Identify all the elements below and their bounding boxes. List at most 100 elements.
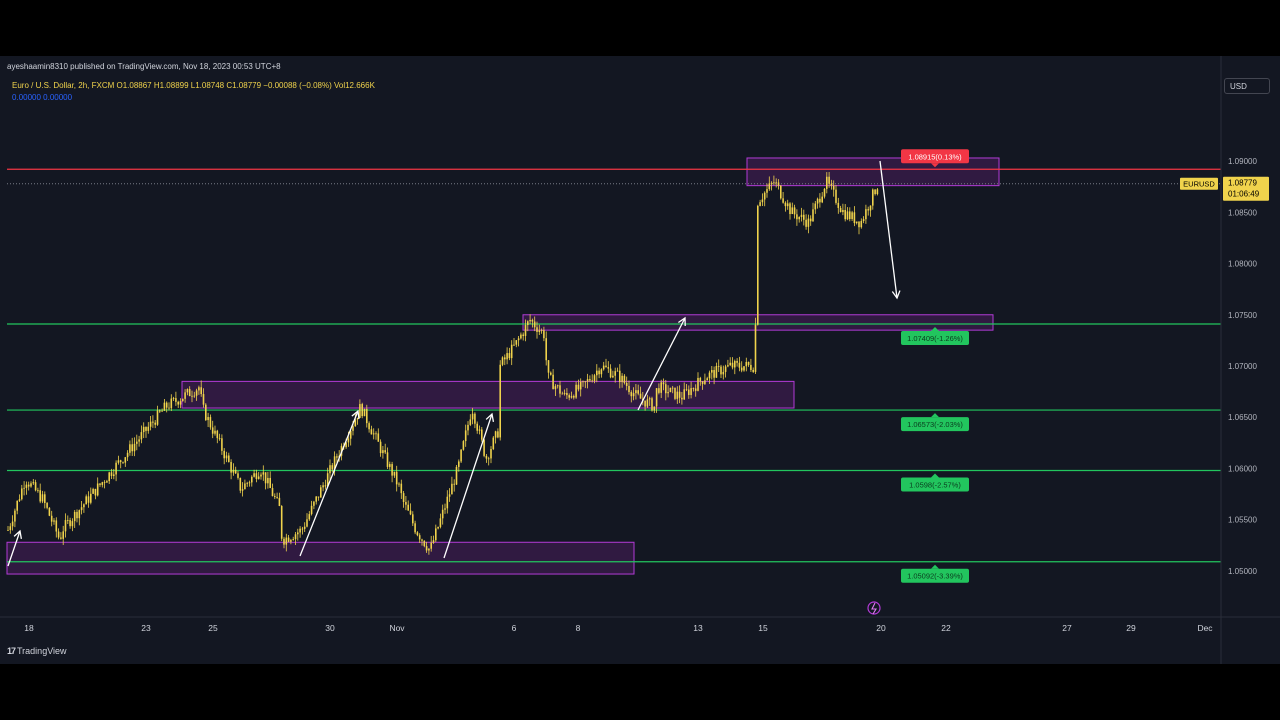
candle [529,314,531,325]
candle [458,459,460,472]
arrow-5-shaft[interactable] [879,160,898,299]
arrow-1-head [13,529,22,539]
candle [14,508,16,528]
candle [570,391,573,399]
candle [336,453,338,464]
candle [39,483,41,504]
arrow-2-shaft[interactable] [299,410,359,557]
price-chart[interactable]: 1.08915(0.13%) 1.07409(-1.26%) 1.06573(-2.… [0,56,1280,664]
candle [423,540,426,548]
candle [294,532,297,546]
candle [416,531,419,537]
candle [738,356,741,372]
candle [421,538,423,546]
candle [582,380,584,387]
arrow-4-shaft[interactable] [637,317,686,411]
candle [667,385,669,398]
candle [665,379,667,401]
candle [55,517,58,538]
candle [745,357,748,372]
candle [517,335,520,347]
symbol-tag: EURUSD [1183,180,1215,189]
candle [508,347,511,361]
candle [32,478,35,485]
candle [761,193,764,206]
candle [195,388,198,401]
candle [16,500,18,515]
candle [168,402,170,411]
tradingview-logo[interactable]: 17 TradingView [7,646,67,656]
bottom-zone-rect[interactable] [6,541,635,575]
candle [241,482,244,497]
candle [800,207,803,222]
candle [271,483,274,497]
candle [152,415,154,428]
candle [483,438,485,458]
candle [455,465,458,485]
price-axis-bg[interactable] [1221,56,1280,664]
arrow-3-head [485,412,495,422]
candle [803,209,805,226]
candle [729,357,731,367]
brand-label: TradingView [17,646,67,656]
candle [853,206,856,227]
candle [867,206,869,216]
candle [299,526,301,538]
candle [598,367,600,379]
candle [46,502,48,510]
candle [386,447,389,470]
candle [292,536,294,541]
candle [349,429,352,446]
candle [149,416,152,431]
candle [453,479,455,492]
candle [602,361,605,371]
candle [48,507,51,517]
candle [71,518,74,532]
candle [676,386,679,404]
candle [697,372,699,392]
candle [202,388,205,408]
candle [184,389,186,403]
candle [188,386,191,397]
arrow-4-head [678,316,686,327]
candle [30,481,32,488]
support-3-label-pointer [931,473,939,478]
candle [198,385,200,395]
candle [446,490,449,514]
candle [510,340,513,366]
candle [124,456,127,467]
candle [690,381,692,399]
candle [310,500,313,516]
lightning-icon[interactable] [867,601,881,615]
middle-zone-rect[interactable] [181,380,795,409]
candle [757,204,759,326]
currency-button[interactable]: USD [1224,78,1270,94]
support-2-label-bg [901,417,969,432]
x-tick-label: 15 [758,623,768,633]
candle [469,414,472,427]
arrow-1-shaft[interactable] [7,530,21,567]
arrow-3-shaft[interactable] [443,413,493,559]
candle [106,479,108,483]
candle [246,481,248,487]
candle [637,384,639,396]
candle [285,533,288,552]
candle [531,318,534,328]
candle [451,476,453,495]
candle [140,425,143,444]
candle [356,417,359,425]
candle [600,368,603,378]
candle [490,446,492,464]
candle [179,398,182,409]
candle [172,396,175,402]
publisher-line: ayeshaamin8310 published on TradingView.… [7,62,281,71]
candle [165,401,168,413]
candle [193,391,196,398]
candle [506,347,508,365]
candle [734,359,736,375]
candle [533,316,536,332]
candle [37,487,39,493]
candle [244,479,246,490]
candle [736,358,738,367]
candle [308,511,311,521]
